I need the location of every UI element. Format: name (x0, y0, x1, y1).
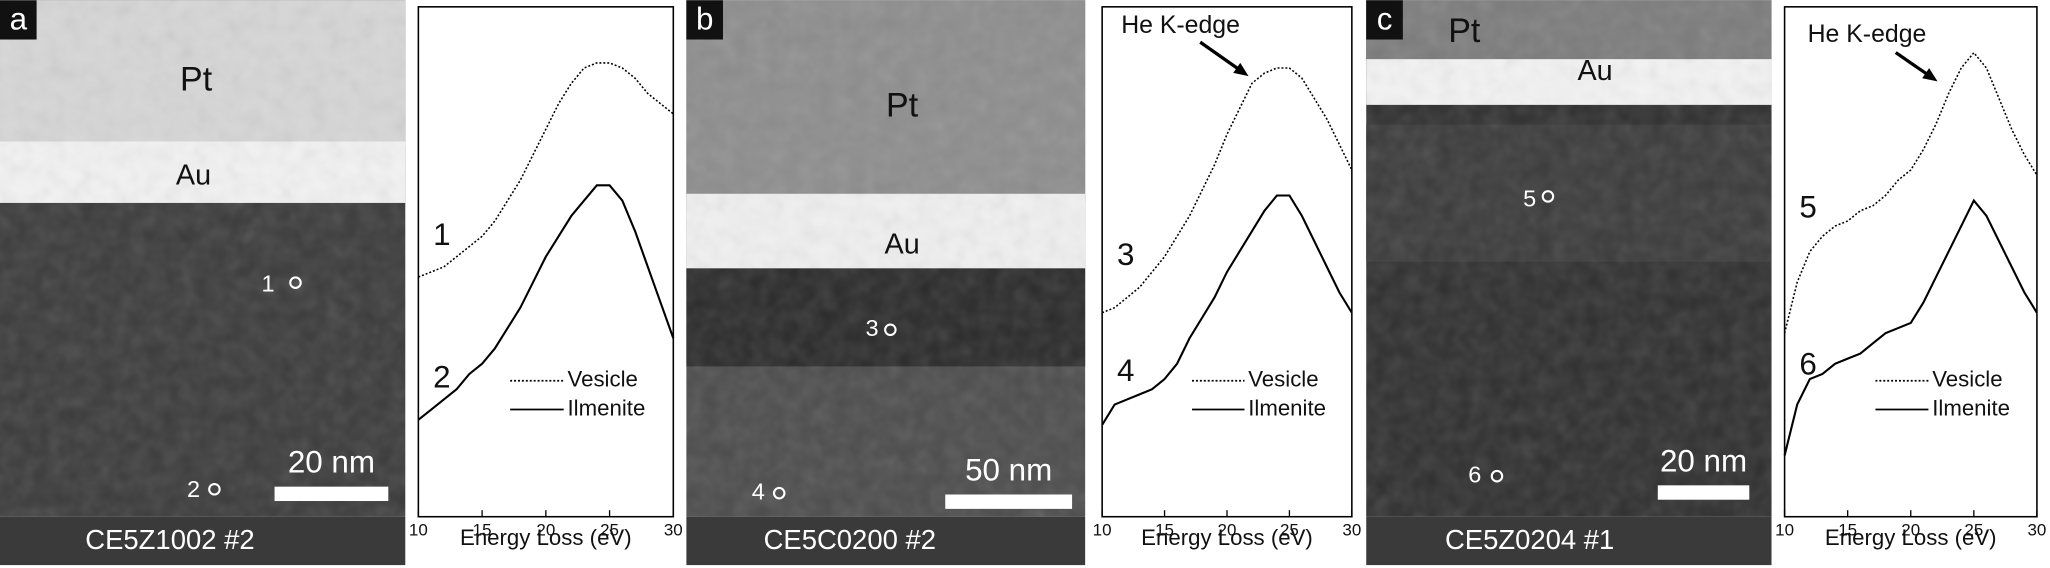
legend-label: Vesicle (568, 367, 638, 392)
caption-bar (0, 516, 406, 566)
spectrum-line (1101, 194, 1353, 426)
layer-label: Pt (886, 86, 919, 124)
x-axis-label: Energy Loss (eV) (1141, 525, 1313, 550)
x-tick-label: 20 (1218, 521, 1237, 540)
caption-bar (1366, 516, 1772, 566)
x-tick-label: 20 (536, 521, 555, 540)
series-number: 2 (433, 360, 450, 395)
plot-frame (1783, 6, 2038, 518)
series-number: 1 (433, 217, 450, 252)
layer-label: Au (1577, 55, 1612, 87)
layer-label: Pt (1448, 12, 1481, 50)
caption: CE5C0200 #2 (764, 524, 936, 555)
series-number: 3 (1117, 237, 1134, 272)
point-label: 3 (865, 315, 878, 341)
micrograph-texture (0, 0, 406, 517)
scale-bar-label: 50 nm (965, 453, 1052, 488)
legend-label: Vesicle (1932, 367, 2002, 392)
legend-label: Vesicle (1248, 367, 1318, 392)
spectrum-line (1783, 51, 2038, 334)
x-tick-label: 30 (664, 521, 683, 540)
scale-bar (1657, 485, 1750, 500)
plot-frame (417, 6, 675, 518)
panel-letter-box (0, 0, 37, 40)
spectrum-line (418, 62, 674, 278)
x-tick-label: 25 (1280, 521, 1299, 540)
micrograph-texture (686, 0, 1086, 517)
annotation-arrow (1199, 40, 1241, 72)
plot-frame (1101, 6, 1353, 518)
annotation: He K-edge (1121, 12, 1240, 39)
panel-letter: c (1377, 1, 1393, 36)
layer-label: Au (885, 229, 920, 261)
x-axis-label: Energy Loss (eV) (460, 525, 632, 550)
scale-bar-label: 20 nm (1660, 443, 1747, 478)
caption-bar (686, 516, 1086, 566)
x-tick-label: 10 (1093, 521, 1112, 540)
spectrum-line (1101, 67, 1353, 314)
point-label: 5 (1523, 186, 1536, 212)
caption: CE5Z0204 #1 (1445, 524, 1614, 555)
annotation: He K-edge (1808, 21, 1927, 48)
scale-bar-label: 20 nm (288, 445, 375, 480)
legend-label: Ilmenite (568, 395, 646, 420)
legend-label: Ilmenite (1248, 395, 1326, 420)
series-number: 4 (1117, 353, 1134, 388)
series-number: 5 (1799, 190, 1816, 225)
point-marker (208, 482, 221, 496)
x-tick-label: 10 (1775, 521, 1794, 540)
x-tick-label: 30 (2027, 521, 2046, 540)
point-label: 4 (752, 478, 765, 504)
point-marker (289, 276, 302, 289)
layer-label: Au (176, 159, 211, 191)
annotation-arrowhead (1233, 62, 1249, 77)
micrograph-texture (1366, 0, 1772, 517)
x-tick-label: 15 (1155, 521, 1174, 540)
x-tick-label: 25 (1964, 521, 1983, 540)
x-tick-label: 15 (1838, 521, 1857, 540)
point-label: 1 (261, 271, 274, 297)
point-label: 2 (187, 476, 200, 502)
point-label: 6 (1468, 461, 1481, 487)
point-marker (1541, 190, 1555, 203)
x-tick-label: 30 (1342, 521, 1361, 540)
panel-letter: a (10, 1, 28, 36)
point-marker (884, 323, 897, 337)
point-marker (1490, 469, 1504, 483)
legend-label: Ilmenite (1932, 395, 2010, 420)
point-marker (772, 486, 786, 500)
layer-label: Pt (180, 60, 213, 98)
panel-letter-box (686, 0, 723, 40)
panel-letter: b (696, 1, 713, 36)
annotation-arrow (1894, 51, 1930, 77)
series-number: 6 (1799, 347, 1816, 382)
x-axis-label: Energy Loss (eV) (1825, 525, 1997, 550)
x-tick-label: 10 (409, 521, 428, 540)
spectrum-line (1783, 198, 2038, 456)
x-tick-label: 25 (600, 521, 619, 540)
x-tick-label: 15 (473, 521, 492, 540)
scale-bar (945, 494, 1073, 509)
x-tick-label: 20 (1901, 521, 1920, 540)
panel-letter-box (1366, 0, 1403, 40)
annotation-arrowhead (1922, 68, 1938, 82)
spectrum-line (417, 184, 675, 421)
scale-bar (274, 486, 389, 502)
caption: CE5Z1002 #2 (85, 524, 254, 555)
